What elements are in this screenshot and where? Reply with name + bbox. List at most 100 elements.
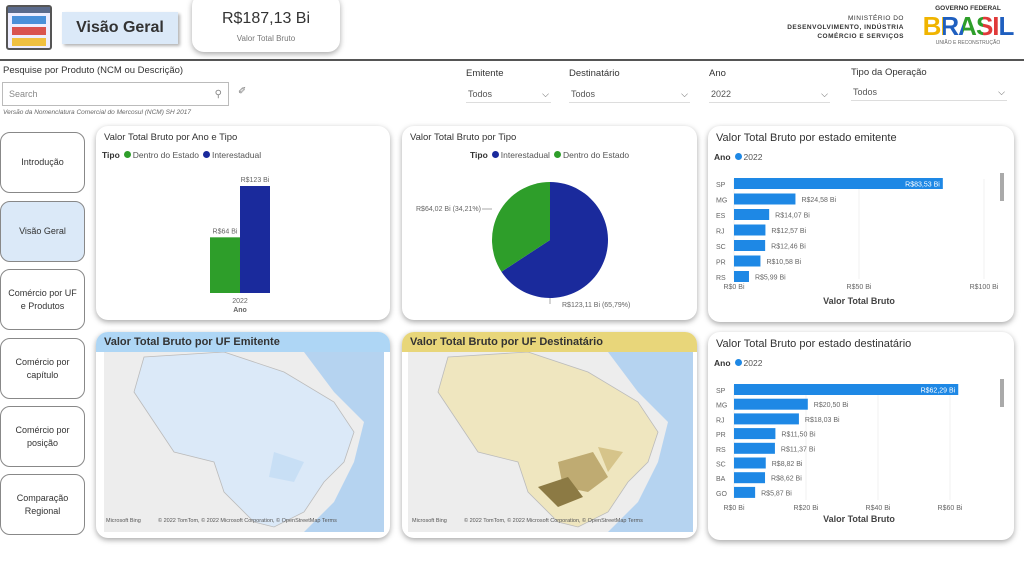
- legend-item[interactable]: 2022: [734, 358, 762, 368]
- kpi-label: Valor Total Bruto: [236, 34, 296, 43]
- bar: [734, 457, 766, 469]
- legend-item[interactable]: Interestadual: [202, 150, 261, 160]
- y-tick-label: SP: [716, 182, 726, 189]
- x-tick-label: R$40 Bi: [866, 505, 891, 512]
- data-label: R$83,53 Bi: [905, 182, 940, 189]
- x-tick-label: R$60 Bi: [938, 505, 963, 512]
- chart-legend: Tipo Dentro do Estado Interestadual: [102, 150, 262, 160]
- chart-estado-emitente-card: Valor Total Bruto por estado emitente An…: [708, 126, 1014, 322]
- bar: [734, 178, 943, 189]
- chart-title: Valor Total Bruto por Tipo: [410, 132, 517, 143]
- y-tick-label: PR: [716, 432, 726, 439]
- search-icon: ⚲: [214, 88, 222, 100]
- data-label: R$12,46 Bi: [771, 244, 806, 251]
- bar: [734, 255, 761, 267]
- map-title: Valor Total Bruto por UF Destinatário: [402, 332, 697, 352]
- pie-slice: [492, 182, 550, 272]
- map-attribution: © 2022 TomTom, © 2022 Microsoft Corporat…: [464, 518, 643, 524]
- bar: [734, 209, 770, 220]
- y-tick-label: GO: [716, 491, 727, 498]
- chevron-down-icon: ⌵: [998, 87, 1005, 97]
- bar: [734, 398, 808, 410]
- sidebar-item-comercio-posicao[interactable]: Comércio por posição: [0, 406, 85, 467]
- x-axis-title: Valor Total Bruto: [823, 296, 895, 306]
- filter-destinatario-dropdown[interactable]: Todos ⌵: [569, 85, 690, 103]
- y-tick-label: BA: [716, 476, 726, 483]
- x-axis-title: Ano: [233, 307, 247, 314]
- x-axis-title: Valor Total Bruto: [823, 514, 895, 524]
- bar: [734, 428, 776, 440]
- data-label: R$8,62 Bi: [771, 476, 802, 483]
- bar: [734, 486, 756, 498]
- app-icon: [6, 5, 52, 50]
- x-tick-label: R$0 Bi: [723, 284, 744, 291]
- bar: [240, 186, 270, 293]
- brasil-wordmark: BRASIL: [918, 12, 1018, 40]
- chart-title: Valor Total Bruto por Ano e Tipo: [104, 132, 238, 143]
- filter-ano-dropdown[interactable]: 2022 ⌵: [709, 85, 830, 103]
- bar-chart: R$0 Bi R$20 Bi R$40 Bi R$60 Bi Valor Total B…: [716, 379, 1004, 524]
- filter-label-destinatario: Destinatário: [569, 68, 620, 79]
- data-label: R$123,11 Bi (65,79%): [562, 302, 630, 309]
- column-chart: R$64 Bi R$123 Bi 2022 Ano: [210, 177, 270, 314]
- x-tick-label: R$50 Bi: [847, 284, 872, 291]
- bar: [734, 224, 766, 236]
- data-label: R$8,82 Bi: [772, 461, 803, 468]
- data-label: R$10,58 Bi: [766, 259, 801, 266]
- data-label: R$14,07 Bi: [775, 213, 810, 220]
- kpi-value: R$187,13 Bi: [221, 10, 311, 27]
- y-tick-label: RJ: [716, 229, 725, 236]
- eraser-icon[interactable]: ✐: [238, 86, 247, 97]
- chart-title: Valor Total Bruto por estado destinatári…: [716, 338, 912, 350]
- chart-tipo-card: Valor Total Bruto por Tipo Tipo Interest…: [402, 126, 697, 320]
- bar: [734, 240, 766, 251]
- sidebar-item-visao-geral[interactable]: Visão Geral: [0, 201, 85, 262]
- bar: [734, 384, 959, 395]
- filter-emitente-dropdown[interactable]: Todos ⌵: [466, 85, 551, 103]
- legend-item[interactable]: Interestadual: [491, 150, 550, 160]
- y-tick-label: SC: [716, 244, 726, 251]
- data-label: R$5,99 Bi: [755, 275, 786, 282]
- chevron-down-icon: ⌵: [542, 89, 549, 99]
- map-uf-emitente-card: Valor Total Bruto por UF Emitente Micros…: [96, 332, 390, 538]
- map-destinatario[interactable]: [408, 352, 697, 538]
- bar: [210, 237, 240, 293]
- chart-title: Valor Total Bruto por estado emitente: [716, 132, 897, 144]
- data-label: R$62,29 Bi: [921, 388, 956, 395]
- y-tick-label: MG: [716, 198, 727, 205]
- bing-logo: Microsoft Bing: [412, 518, 447, 524]
- bar: [734, 442, 775, 454]
- sidebar-item-comparacao-regional[interactable]: Comparação Regional: [0, 474, 85, 535]
- scrollbar: [1000, 379, 1004, 407]
- gov-logo: GOVERNO FEDERAL BRASIL UNIÃO E RECONSTRU…: [918, 5, 1018, 46]
- sidebar-item-comercio-uf-produtos[interactable]: Comércio por UF e Produtos: [0, 269, 85, 330]
- map-uf-destinatario-card: Valor Total Bruto por UF Destinatário Mi…: [402, 332, 697, 538]
- search-label: Pesquise por Produto (NCM ou Descrição): [3, 65, 184, 76]
- search-input[interactable]: Search ⚲: [2, 82, 229, 106]
- sidebar-item-introducao[interactable]: Introdução: [0, 132, 85, 193]
- legend-item[interactable]: 2022: [734, 152, 762, 162]
- data-label: R$64 Bi: [213, 228, 238, 235]
- page-title: Visão Geral: [62, 12, 178, 44]
- filter-label-emitente: Emitente: [466, 68, 504, 79]
- y-tick-label: RJ: [716, 417, 725, 424]
- sidebar-item-comercio-capitulo[interactable]: Comércio por capítulo: [0, 338, 85, 399]
- chart-legend: Ano 2022: [714, 358, 763, 368]
- y-tick-label: SC: [716, 462, 726, 469]
- data-label: R$11,37 Bi: [781, 446, 816, 453]
- y-tick-label: ES: [716, 213, 726, 220]
- legend-item[interactable]: Dentro do Estado: [123, 150, 199, 160]
- data-label: R$20,50 Bi: [814, 402, 849, 409]
- x-tick-label: R$20 Bi: [794, 505, 819, 512]
- map-emitente[interactable]: [104, 352, 390, 538]
- scrollbar: [1000, 173, 1004, 201]
- filter-label-ano: Ano: [709, 68, 726, 79]
- bar: [734, 271, 749, 282]
- chevron-down-icon: ⌵: [681, 89, 688, 99]
- filter-tipo-operacao-dropdown[interactable]: Todos ⌵: [851, 83, 1007, 101]
- pie-chart: R$123,11 Bi (65,79%) R$64,02 Bi (34,21%): [416, 182, 630, 309]
- bar: [734, 472, 766, 484]
- legend-item[interactable]: Dentro do Estado: [553, 150, 629, 160]
- data-label: R$5,87 Bi: [761, 490, 792, 497]
- x-tick-label: 2022: [232, 298, 248, 305]
